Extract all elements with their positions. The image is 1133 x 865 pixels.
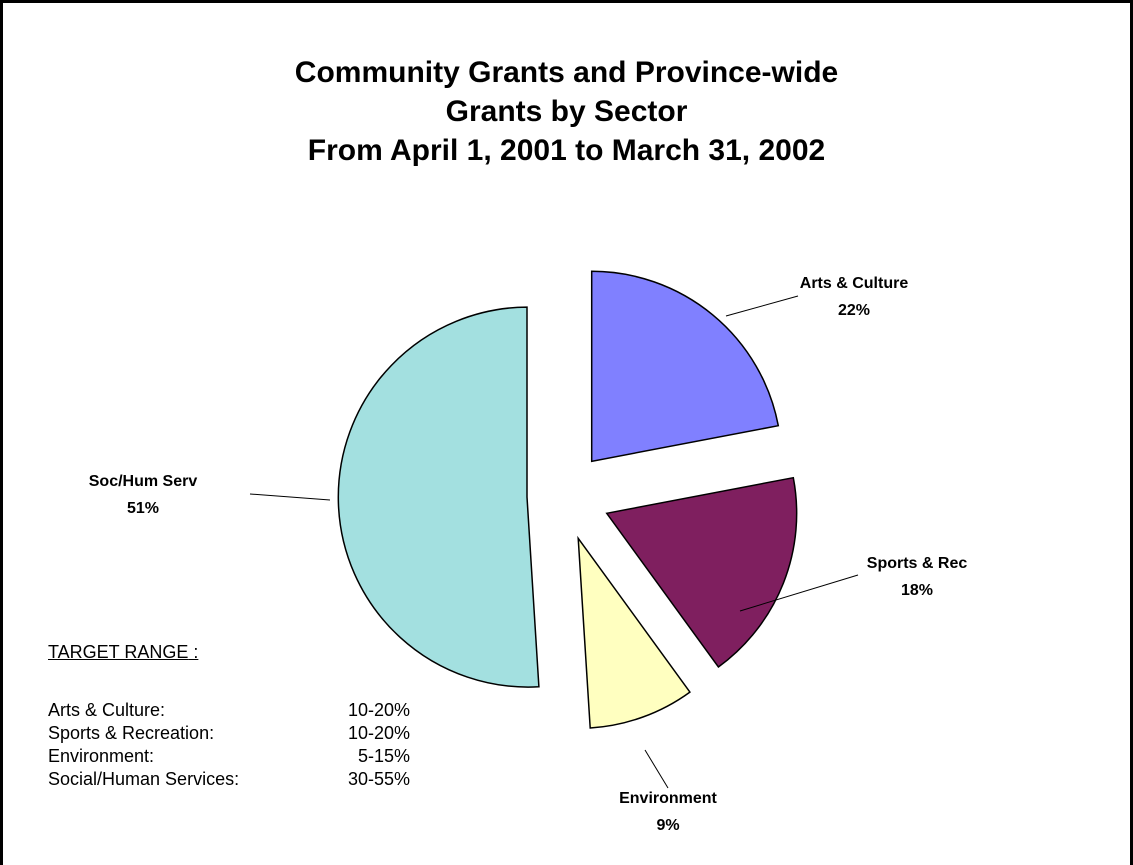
pie-slice-soc-hum-serv bbox=[337, 306, 540, 688]
leader-line bbox=[249, 493, 331, 501]
target-range-heading-text: TARGET RANGE bbox=[48, 642, 189, 662]
slice-value-label: 51% bbox=[127, 500, 159, 517]
pie-slice-environment bbox=[577, 535, 691, 729]
pie-slice-arts-culture bbox=[590, 270, 780, 463]
target-range-heading-colon: : bbox=[188, 642, 199, 662]
target-row-name: Social/Human Services: bbox=[48, 769, 240, 789]
slice-value-label: 22% bbox=[838, 302, 870, 319]
chart-title: Community Grants and Province-wide Grant… bbox=[0, 53, 1133, 170]
slice-value-label: 9% bbox=[656, 817, 679, 834]
slice-label: Environment bbox=[619, 790, 717, 807]
chart-title-line-3: From April 1, 2001 to March 31, 2002 bbox=[307, 134, 826, 167]
leader-line bbox=[739, 574, 859, 612]
leader-line bbox=[644, 749, 669, 789]
leader-line bbox=[725, 295, 799, 317]
target-range-panel: TARGET RANGE : Arts & Culture: 10-20% Sp… bbox=[48, 640, 410, 791]
chart-title-line-1: Community Grants and Province-wide bbox=[294, 56, 839, 89]
slice-value-label: 18% bbox=[901, 582, 933, 599]
target-row-range: 5-15% bbox=[357, 746, 410, 766]
slice-label: Arts & Culture bbox=[800, 275, 909, 292]
target-row: Sports & Recreation: 10-20% bbox=[48, 722, 410, 745]
target-row-range: 10-20% bbox=[347, 723, 410, 743]
target-row-range: 30-55% bbox=[347, 769, 410, 789]
pie-slice-sports-rec bbox=[605, 476, 798, 669]
target-range-heading: TARGET RANGE : bbox=[48, 640, 198, 664]
target-row-range: 10-20% bbox=[347, 700, 410, 720]
target-row-name: Environment: bbox=[48, 746, 155, 766]
target-row: Social/Human Services: 30-55% bbox=[48, 768, 410, 791]
target-row-name: Arts & Culture: bbox=[48, 700, 166, 720]
chart-title-line-2: Grants by Sector bbox=[445, 95, 688, 128]
target-row-name: Sports & Recreation: bbox=[48, 723, 215, 743]
target-range-rows: Arts & Culture: 10-20% Sports & Recreati… bbox=[48, 699, 410, 791]
slice-label: Sports & Rec bbox=[867, 555, 968, 572]
slice-label: Soc/Hum Serv bbox=[89, 473, 198, 490]
target-row: Environment: 5-15% bbox=[48, 745, 410, 768]
target-row: Arts & Culture: 10-20% bbox=[48, 699, 410, 722]
